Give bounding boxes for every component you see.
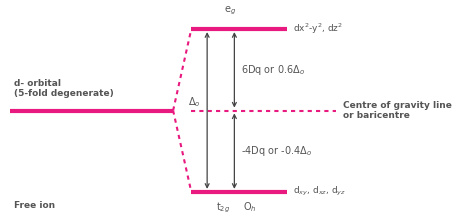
Text: d- orbital
(5-fold degenerate): d- orbital (5-fold degenerate) (14, 79, 114, 98)
Text: -4Dq or -0.4Δ$_o$: -4Dq or -0.4Δ$_o$ (241, 144, 312, 158)
Text: Centre of gravity line
or baricentre: Centre of gravity line or baricentre (343, 101, 452, 120)
Text: Δ$_o$: Δ$_o$ (188, 95, 201, 109)
Text: dx$^2$-y$^2$, dz$^2$: dx$^2$-y$^2$, dz$^2$ (293, 22, 343, 36)
Text: 6Dq or 0.6Δ$_o$: 6Dq or 0.6Δ$_o$ (241, 63, 305, 77)
Text: O$_h$: O$_h$ (244, 200, 257, 214)
Text: t$_{2g}$: t$_{2g}$ (216, 200, 230, 215)
Text: e$_g$: e$_g$ (224, 5, 236, 17)
Text: d$_{xy}$, d$_{xz}$, d$_{yz}$: d$_{xy}$, d$_{xz}$, d$_{yz}$ (293, 185, 346, 198)
Text: Free ion: Free ion (14, 200, 55, 210)
